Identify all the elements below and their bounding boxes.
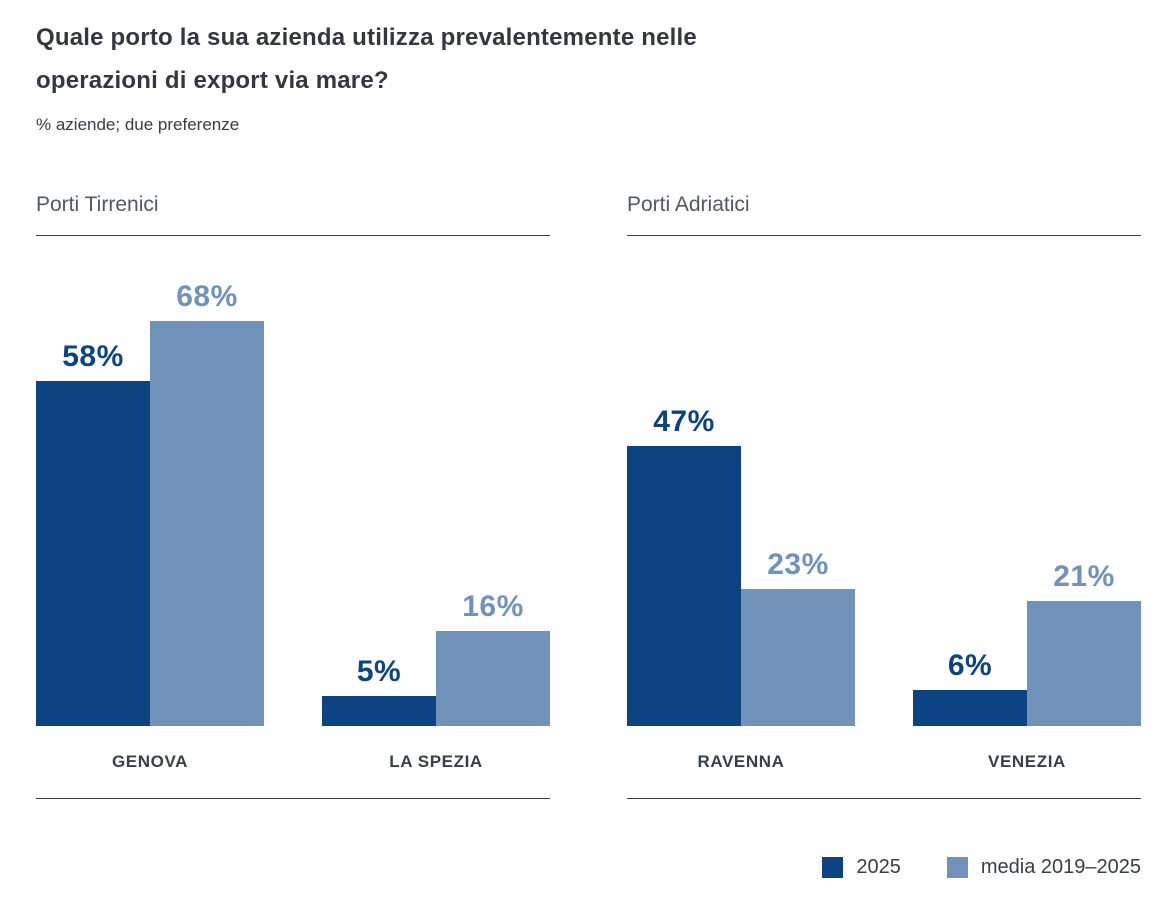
group-title-adriatici: Porti Adriatici: [627, 193, 1141, 236]
panel-porti-tirrenici: Porti Tirrenici 58% 68% 5% 16% GENOVA LA SPE…: [36, 193, 550, 799]
bar-column: 68%: [150, 280, 264, 726]
bar-value-label: 5%: [356, 655, 402, 688]
legend-label-2025: 2025: [856, 856, 901, 878]
bar-value-label: 16%: [462, 590, 524, 623]
bar-pair-venezia: 6% 21%: [913, 560, 1141, 726]
category-row-tirrenici: GENOVA LA SPEZIA: [36, 726, 550, 799]
bar-media-2019–2025: [1027, 601, 1141, 726]
bar-2025: [627, 446, 741, 726]
bar-pair-ravenna: 47% 23%: [627, 405, 855, 726]
bar-2025: [913, 690, 1027, 726]
bar-value-label: 68%: [176, 280, 238, 313]
bar-media-2019–2025: [741, 589, 855, 726]
bar-column: 21%: [1027, 560, 1141, 726]
bar-column: 47%: [627, 405, 741, 726]
bar-column: 16%: [436, 590, 550, 726]
bar-pair-genova: 58% 68%: [36, 280, 264, 726]
chart-subtitle: % aziende; due preferenze: [36, 115, 240, 134]
bar-column: 58%: [36, 340, 150, 726]
bar-column: 23%: [741, 548, 855, 726]
legend-item-2025: 2025: [822, 856, 901, 879]
bar-media-2019–2025: [436, 631, 550, 726]
bar-value-label: 23%: [767, 548, 829, 581]
category-label: VENEZIA: [988, 752, 1066, 771]
bar-pair-la-spezia: 5% 16%: [322, 590, 550, 726]
bar-value-label: 47%: [653, 405, 715, 438]
category-row-adriatici: RAVENNA VENEZIA: [627, 726, 1141, 799]
category-label: RAVENNA: [697, 752, 785, 771]
category-label: LA SPEZIA: [389, 752, 483, 771]
bar-2025: [36, 381, 150, 726]
bars-area-adriatici: 47% 23% 6% 21%: [627, 236, 1141, 726]
bar-value-label: 58%: [62, 340, 124, 373]
bar-value-label: 21%: [1053, 560, 1115, 593]
panel-porti-adriatici: Porti Adriatici 47% 23% 6% 21% RAVENNA VENEZ…: [627, 193, 1141, 799]
legend-item-media: media 2019–2025: [946, 856, 1141, 879]
bars-area-tirrenici: 58% 68% 5% 16%: [36, 236, 550, 726]
legend-swatch-2025: [822, 857, 844, 878]
group-title-tirrenici: Porti Tirrenici: [36, 193, 550, 236]
legend-label-media: media 2019–2025: [980, 856, 1141, 878]
chart-title: Quale porto la sua azienda utilizza prev…: [36, 24, 697, 94]
bar-column: 6%: [913, 649, 1027, 726]
bar-column: 5%: [322, 655, 436, 726]
legend-swatch-media: [946, 857, 968, 878]
category-label: GENOVA: [111, 752, 189, 771]
legend: 2025 media 2019–2025: [36, 856, 1141, 879]
bar-2025: [322, 696, 436, 726]
bar-media-2019–2025: [150, 321, 264, 726]
bar-value-label: 6%: [947, 649, 993, 682]
chart-row: Porti Tirrenici 58% 68% 5% 16% GENOVA LA SPE…: [36, 193, 1141, 799]
